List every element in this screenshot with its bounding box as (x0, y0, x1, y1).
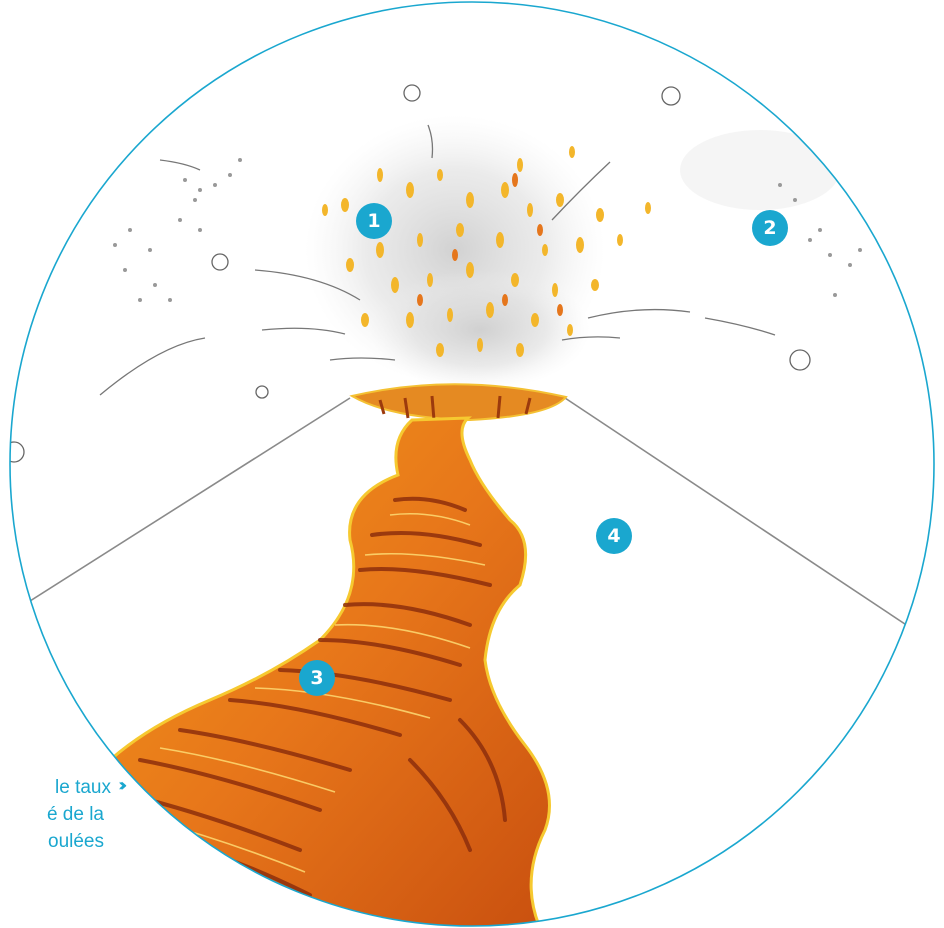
caption-line-2: é de la (46, 804, 104, 825)
triple-chevron-icon[interactable]: ››› (118, 775, 127, 796)
marker-4[interactable]: 4 (596, 518, 632, 554)
marker-1[interactable]: 1 (356, 203, 392, 239)
crater (349, 383, 568, 422)
caption-line-3: oulées (48, 831, 104, 852)
volcano-cone-left (10, 397, 351, 621)
ash-haze-right (680, 130, 840, 210)
caption-line-1: le taux (55, 777, 111, 798)
marker-2[interactable]: 2 (752, 210, 788, 246)
marker-3[interactable]: 3 (299, 660, 335, 696)
circular-frame (9, 1, 935, 927)
volcano-cone-right (564, 397, 934, 651)
ash-plume-lower (370, 270, 590, 390)
